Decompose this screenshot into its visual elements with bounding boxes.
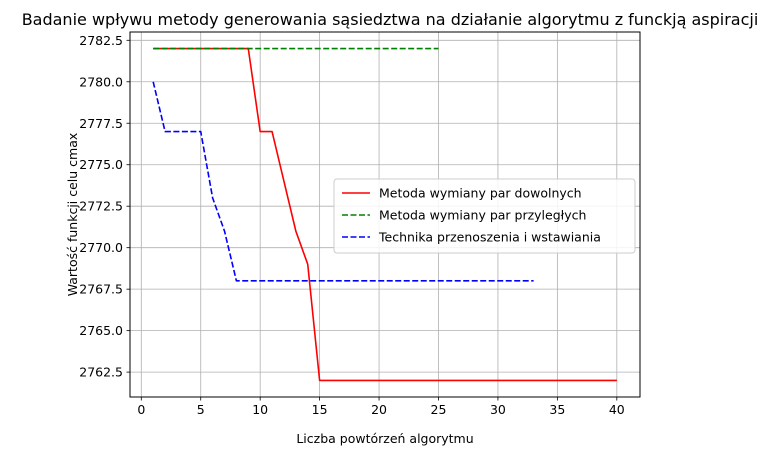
plot-frame <box>129 31 641 398</box>
y-tick-label: 2777.5 <box>79 116 123 131</box>
series-line-2 <box>152 81 534 282</box>
x-tick-label: 10 <box>252 402 268 417</box>
series-layer <box>152 47 617 382</box>
x-tick-label: 0 <box>137 402 145 417</box>
legend-label-1: Metoda wymiany par przyległych <box>379 208 586 223</box>
x-tick-label: 35 <box>549 402 565 417</box>
y-tick-label: 2770.0 <box>79 240 123 255</box>
legend-label-2: Technika przenoszenia i wstawiania <box>378 230 601 245</box>
ticks: 0 5 10 15 20 25 30 35 40 2762.5 2765.0 2767.5 2770.0… <box>79 33 625 417</box>
y-tick-label: 2762.5 <box>79 365 123 380</box>
chart-title: Badanie wpływu metody generowania sąsied… <box>22 10 759 29</box>
x-tick-label: 15 <box>312 402 328 417</box>
x-tick-label: 25 <box>431 402 447 417</box>
x-tick-label: 30 <box>490 402 506 417</box>
y-tick-label: 2765.0 <box>79 323 123 338</box>
y-tick-label: 2782.5 <box>79 33 123 48</box>
legend-box <box>333 178 636 254</box>
x-axis-label: Liczba powtórzeń algorytmu <box>296 431 473 446</box>
y-tick-label: 2772.5 <box>79 199 123 214</box>
x-tick-label: 20 <box>371 402 387 417</box>
x-tick-label: 40 <box>609 402 625 417</box>
y-tick-label: 2775.0 <box>79 157 123 172</box>
legend-label-0: Metoda wymiany par dowolnych <box>379 186 582 201</box>
y-axis-label: Wartość funkcji celu cmax <box>65 133 80 297</box>
y-tick-label: 2767.5 <box>79 282 123 297</box>
y-tick-label: 2780.0 <box>79 74 123 89</box>
legend: Metoda wymiany par dowolnych Metoda wymia… <box>333 178 636 254</box>
x-tick-label: 5 <box>197 402 205 417</box>
